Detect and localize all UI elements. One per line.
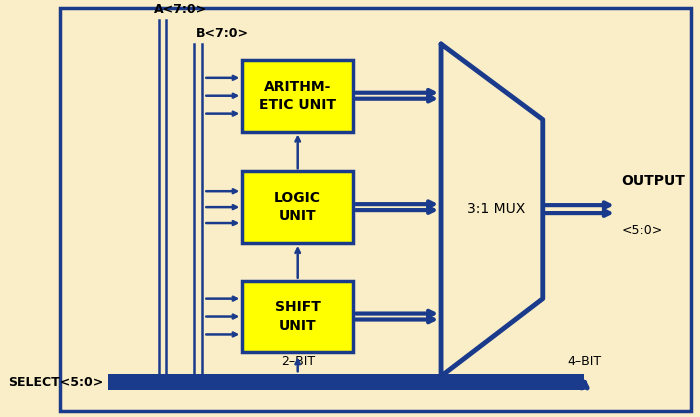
Text: OUTPUT: OUTPUT [622,174,685,188]
FancyBboxPatch shape [60,8,691,411]
Text: SELECT<5:0>: SELECT<5:0> [8,376,104,389]
FancyBboxPatch shape [108,374,584,390]
Text: ARITHM-
ETIC UNIT: ARITHM- ETIC UNIT [259,80,336,112]
Text: LOGIC
UNIT: LOGIC UNIT [274,191,321,224]
FancyBboxPatch shape [242,171,354,243]
Text: B<7:0>: B<7:0> [196,27,249,40]
Text: 3:1 MUX: 3:1 MUX [468,202,526,216]
FancyBboxPatch shape [242,281,354,352]
Text: <5:0>: <5:0> [622,224,663,238]
Text: A<7:0>: A<7:0> [155,3,207,16]
Text: SHIFT
UNIT: SHIFT UNIT [275,300,321,333]
FancyBboxPatch shape [242,60,354,131]
Text: 2–BIT: 2–BIT [281,355,315,368]
Text: 4–BIT: 4–BIT [567,355,601,368]
